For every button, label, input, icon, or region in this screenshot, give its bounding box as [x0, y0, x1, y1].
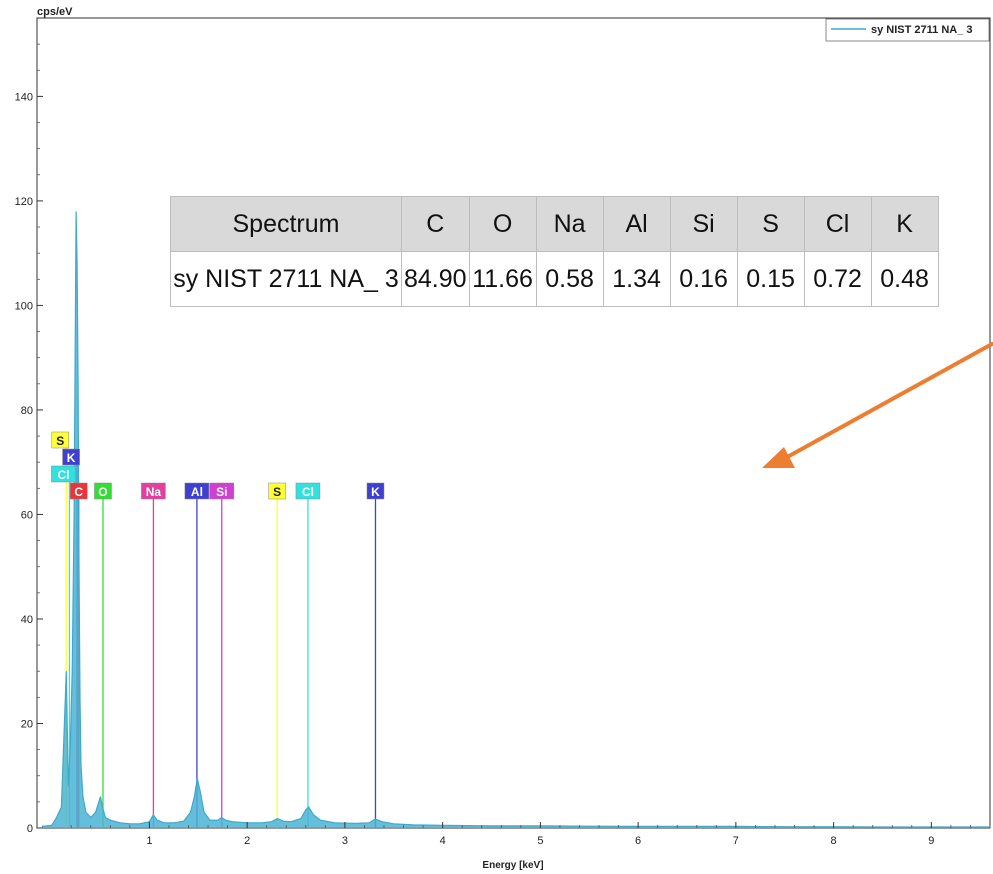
- marker-badge-cl: [51, 465, 76, 483]
- marker-badge-cl: [295, 482, 321, 500]
- legend-entry: sy NIST 2711 NA_ 3: [871, 24, 973, 36]
- marker-badge-k: [366, 482, 385, 500]
- x-tick-label: 4: [440, 835, 446, 847]
- table-cell: 0.15: [736, 251, 805, 307]
- marker-label-si: Si: [216, 485, 227, 499]
- spectrum-layer: [41, 211, 990, 828]
- table-header-row: Spectrum C O Na Al Si S Cl K: [170, 196, 939, 252]
- arrow-shaft: [778, 342, 993, 463]
- marker-badge-na: [141, 482, 166, 500]
- x-tick-label: 7: [733, 835, 739, 847]
- table-header-cell: C: [401, 196, 470, 252]
- y-tick-label: 0: [27, 823, 33, 835]
- marker-badge-s: [51, 431, 69, 449]
- marker-badge-si: [209, 482, 234, 500]
- legend-box: [825, 18, 990, 42]
- legend: sy NIST 2711 NA_ 3: [825, 18, 990, 42]
- table-header-cell: Al: [602, 196, 671, 252]
- marker-badge-c: [69, 482, 88, 500]
- y-tick-label: 20: [21, 718, 33, 730]
- x-tick-label: 8: [831, 835, 837, 847]
- table-cell: 84.90: [401, 251, 470, 307]
- table-header-cell: K: [870, 196, 939, 252]
- table-header-cell: Spectrum: [170, 196, 402, 252]
- table-header-cell: S: [736, 196, 805, 252]
- orange-arrow: [762, 342, 993, 468]
- marker-label-c: C: [74, 485, 83, 499]
- y-tick-label: 120: [15, 196, 33, 208]
- y-tick-label: 80: [21, 405, 33, 417]
- table-header-cell: Si: [669, 196, 738, 252]
- plot-area: [36, 17, 991, 829]
- table-row: sy NIST 2711 NA_ 3 84.90 11.66 0.58 1.34…: [170, 251, 939, 307]
- marker-label-k: K: [67, 451, 76, 465]
- marker-badge-o: [94, 482, 112, 500]
- table-cell: 0.58: [535, 251, 604, 307]
- x-tick-label: 1: [146, 835, 152, 847]
- table-cell: 1.34: [602, 251, 671, 307]
- composition-table: Spectrum C O Na Al Si S Cl K sy NIST 271…: [170, 196, 939, 307]
- x-axis-label: Energy [keV]: [482, 860, 543, 871]
- marker-badge-al: [184, 482, 210, 500]
- marker-badge-k: [62, 448, 80, 466]
- table-header-cell: Cl: [803, 196, 872, 252]
- table-cell: 0.72: [803, 251, 872, 307]
- y-axis-label: cps/eV: [37, 6, 73, 18]
- marker-label-cl: Cl: [57, 468, 69, 482]
- arrow-head: [762, 447, 795, 468]
- x-tick-label: 6: [635, 835, 641, 847]
- marker-label-s: S: [273, 485, 281, 499]
- marker-badge-s: [268, 482, 286, 500]
- table-cell: 0.16: [669, 251, 738, 307]
- x-tick-label: 3: [342, 835, 348, 847]
- marker-label-k: K: [371, 485, 380, 499]
- x-tick-label: 9: [928, 835, 934, 847]
- table-header-cell: O: [468, 196, 537, 252]
- x-tick-label: 5: [537, 835, 543, 847]
- marker-label-al: Al: [191, 485, 203, 499]
- y-tick-label: 40: [21, 614, 33, 626]
- y-tick-label: 140: [15, 91, 33, 103]
- axes: 0 20 40 60 80 100 120 140 1 2 3 4 5 6 7 8 9: [15, 43, 991, 847]
- y-tick-label: 60: [21, 509, 33, 521]
- marker-label-na: Na: [146, 485, 162, 499]
- marker-label-cl: Cl: [302, 485, 314, 499]
- table-header-cell: Na: [535, 196, 604, 252]
- spectrum-line: [41, 211, 990, 828]
- x-tick-label: 2: [244, 835, 250, 847]
- table-cell: 11.66: [468, 251, 537, 307]
- marker-label-s: S: [56, 434, 64, 448]
- table-cell: sy NIST 2711 NA_ 3: [170, 251, 402, 307]
- table-cell: 0.48: [870, 251, 939, 307]
- marker-label-o: O: [98, 485, 107, 499]
- y-tick-label: 100: [15, 300, 33, 312]
